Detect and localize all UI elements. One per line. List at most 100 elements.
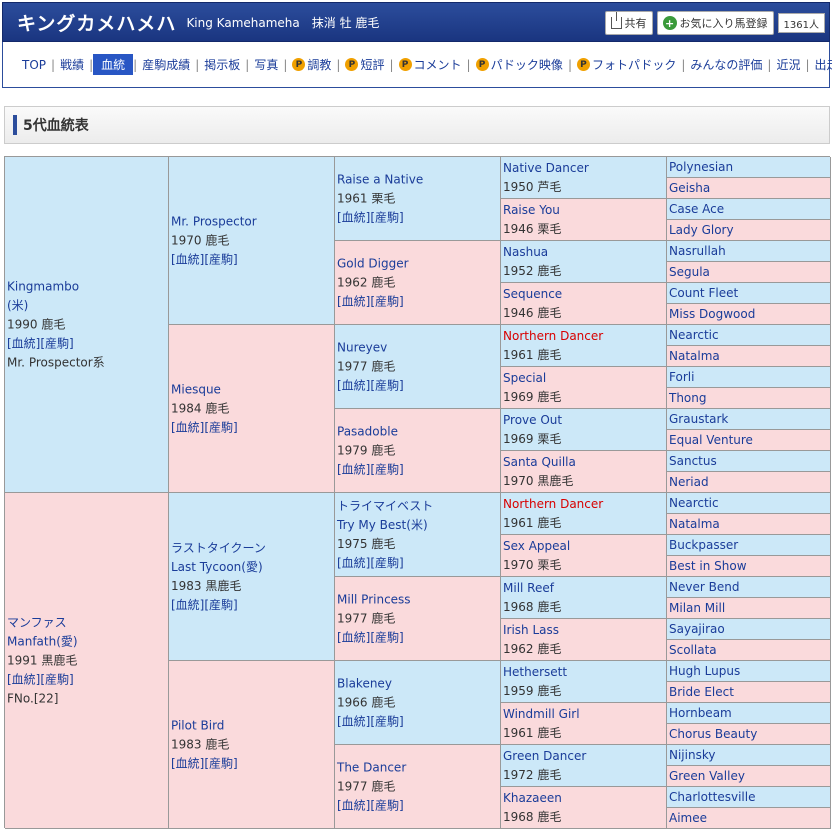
horse-name-link[interactable]: ラストタイクーン [171, 540, 266, 555]
horse-name-link[interactable]: トライマイベスト [337, 498, 434, 513]
pedigree-progeny-links[interactable]: [血統][産駒] [337, 555, 404, 570]
horse-name-link[interactable]: Sex Appeal [503, 538, 571, 553]
pedigree-progeny-links[interactable]: [血統][産駒] [171, 597, 238, 612]
horse-name-link[interactable]: Polynesian [669, 160, 734, 174]
horse-name-link[interactable]: Never Bend [669, 580, 740, 594]
horse-name-link[interactable]: Milan Mill [669, 601, 726, 615]
horse-name-link[interactable]: Prove Out [503, 412, 563, 427]
pedigree-cell-gen5: Natalma [667, 514, 831, 535]
nav-item-1[interactable]: 戦績 [55, 56, 89, 73]
horse-name-link[interactable]: Sanctus [669, 454, 717, 468]
pedigree-progeny-links[interactable]: [血統][産駒] [337, 798, 404, 812]
horse-name-link[interactable]: Gold Digger [337, 256, 409, 270]
horse-name-link[interactable]: Buckpasser [669, 538, 739, 552]
horse-name-link[interactable]: Scollata [669, 643, 717, 657]
horse-name-link[interactable]: Miss Dogwood [669, 307, 756, 321]
horse-name-link[interactable]: Green Valley [669, 769, 745, 783]
horse-name-link[interactable]: Pasadoble [337, 424, 398, 438]
horse-name-link[interactable]: Special [503, 370, 547, 385]
nav-item-7[interactable]: P 短評 [340, 56, 389, 73]
horse-name-link[interactable]: Thong [669, 391, 707, 405]
horse-name-link[interactable]: Manfath(愛) [7, 634, 78, 648]
pedigree-progeny-links[interactable]: [血統][産駒] [171, 420, 238, 434]
pedigree-progeny-links[interactable]: [血統][産駒] [7, 336, 74, 350]
pedigree-progeny-links[interactable]: [血統][産駒] [337, 630, 404, 644]
horse-name-link[interactable]: Natalma [669, 349, 720, 363]
nav-item-0[interactable]: TOP [17, 58, 51, 72]
horse-name-link[interactable]: Charlottesville [669, 790, 756, 804]
pedigree-progeny-links[interactable]: [血統][産駒] [171, 756, 238, 770]
pedigree-progeny-links[interactable]: [血統][産駒] [337, 210, 404, 224]
nav-item-3[interactable]: 産駒成績 [137, 56, 195, 73]
horse-name-link[interactable]: Neriad [669, 475, 709, 489]
nav-item-8[interactable]: P コメント [394, 56, 467, 73]
horse-name-link[interactable]: Mr. Prospector [171, 214, 257, 228]
horse-name-link[interactable]: Pilot Bird [171, 718, 225, 732]
horse-name-link[interactable]: マンファス [7, 615, 67, 629]
horse-name-link[interactable]: Raise a Native [337, 172, 424, 186]
pedigree-progeny-links[interactable]: [血統][産駒] [171, 252, 238, 266]
horse-name-link[interactable]: Nashua [503, 244, 549, 259]
horse-name-link[interactable]: Blakeney [337, 676, 392, 690]
horse-name-link[interactable]: Mill Reef [503, 580, 554, 595]
nav-item-5[interactable]: 写真 [249, 56, 283, 73]
horse-name-link[interactable]: Hugh Lupus [669, 664, 741, 678]
horse-name-link[interactable]: Aimee [669, 811, 707, 825]
horse-name-link[interactable]: Hornbeam [669, 706, 732, 720]
horse-name-link[interactable]: Nijinsky [669, 748, 716, 762]
horse-name-link[interactable]: Last Tycoon(愛) [171, 559, 263, 574]
horse-name-link[interactable]: Nasrullah [669, 244, 726, 258]
horse-name-link[interactable]: Lady Glory [669, 223, 734, 237]
horse-name-link[interactable]: Mill Princess [337, 592, 411, 606]
horse-name-link[interactable]: Green Dancer [503, 748, 587, 763]
horse-name-link[interactable]: Raise You [503, 202, 560, 217]
horse-name-link[interactable]: Hethersett [503, 664, 568, 679]
pedigree-cell-gen5: Segula [667, 262, 831, 283]
pedigree-progeny-links[interactable]: [血統][産駒] [337, 462, 404, 476]
favorite-button[interactable]: + お気に入り馬登録 [656, 11, 774, 35]
horse-name-link[interactable]: Try My Best(米) [337, 517, 428, 532]
horse-info: 1970 黒鹿毛 [503, 473, 574, 488]
nav-item-9[interactable]: P パドック映像 [471, 56, 568, 73]
horse-name-link[interactable]: Natalma [669, 517, 720, 531]
horse-name-link[interactable]: Equal Venture [669, 433, 753, 447]
horse-name-link[interactable]: Sequence [503, 286, 563, 301]
nav-item-6[interactable]: P 調教 [287, 56, 336, 73]
share-button[interactable]: 共有 [604, 11, 653, 35]
horse-name-link[interactable]: Santa Quilla [503, 454, 576, 469]
horse-name-link[interactable]: Count Fleet [669, 286, 739, 300]
horse-name-link[interactable]: Nearctic [669, 328, 719, 342]
horse-name-link[interactable]: Nureyev [337, 340, 388, 354]
horse-name-link[interactable]: Chorus Beauty [669, 727, 758, 741]
nav-item-10[interactable]: P フォトパドック [572, 56, 681, 73]
horse-name-link[interactable]: Miesque [171, 382, 221, 396]
nav-item-12[interactable]: 近況 [771, 56, 805, 73]
horse-name-link[interactable]: Best in Show [669, 559, 747, 573]
horse-name-link[interactable]: Forli [669, 370, 695, 384]
nav-item-2[interactable]: 血統 [93, 54, 134, 75]
horse-name-link[interactable]: The Dancer [337, 760, 407, 774]
horse-name-link[interactable]: Segula [669, 265, 710, 279]
nav-item-4[interactable]: 掲示板 [199, 56, 245, 73]
horse-info: 1961 栗毛 [337, 191, 396, 205]
horse-name-link[interactable]: Bride Elect [669, 685, 734, 699]
nav-item-13[interactable]: 出走産駒 [810, 56, 832, 73]
horse-name-link[interactable]: Graustark [669, 412, 729, 426]
horse-name-link[interactable]: Geisha [669, 181, 711, 195]
horse-name-link[interactable]: Windmill Girl [503, 706, 580, 721]
horse-name-link[interactable]: Northern Dancer [503, 496, 604, 511]
pedigree-progeny-links[interactable]: [血統][産駒] [337, 714, 404, 728]
pedigree-progeny-links[interactable]: [血統][産駒] [7, 672, 74, 686]
pedigree-progeny-links[interactable]: [血統][産駒] [337, 294, 404, 308]
pedigree-progeny-links[interactable]: [血統][産駒] [337, 378, 404, 392]
horse-name-link[interactable]: Native Dancer [503, 160, 589, 175]
horse-name-link[interactable]: Sayajirao [669, 622, 725, 636]
horse-name-link[interactable]: Kingmambo [7, 279, 80, 293]
horse-name-link[interactable]: Nearctic [669, 496, 719, 510]
horse-name-link[interactable]: Northern Dancer [503, 328, 604, 343]
horse-name-link[interactable]: (米) [7, 298, 29, 312]
horse-name-link[interactable]: Case Ace [669, 202, 725, 216]
nav-item-11[interactable]: みんなの評価 [685, 56, 767, 73]
horse-name-link[interactable]: Khazaeen [503, 790, 562, 805]
horse-name-link[interactable]: Irish Lass [503, 622, 560, 637]
